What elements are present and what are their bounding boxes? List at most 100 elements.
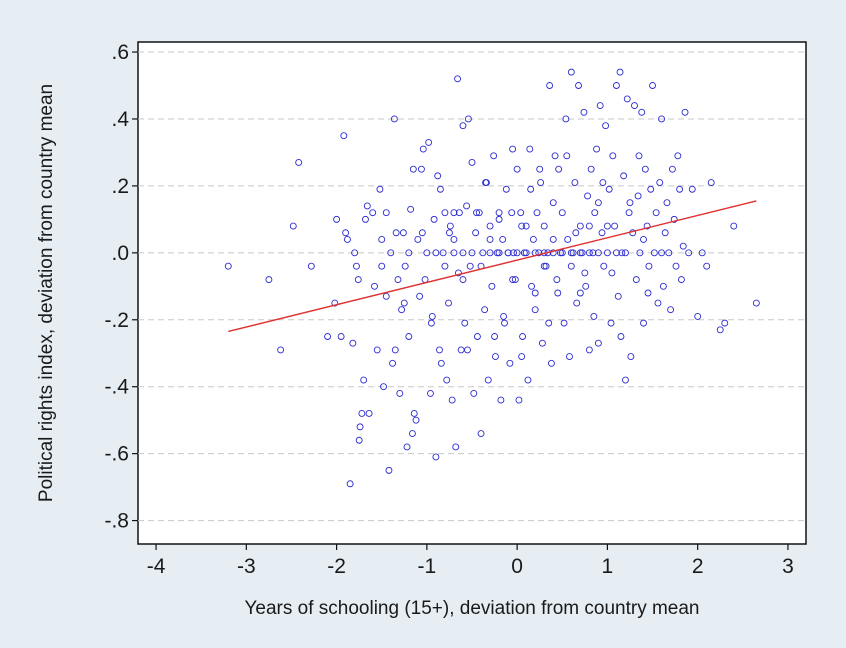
point-244 [464, 346, 471, 354]
point-51 [419, 145, 427, 153]
point-84 [479, 249, 487, 257]
point-24 [365, 410, 373, 417]
point-136 [571, 179, 579, 187]
point-79 [470, 389, 478, 397]
point-83 [477, 430, 485, 438]
point-11 [342, 229, 350, 237]
point-170 [632, 276, 640, 284]
point-115 [533, 209, 541, 217]
point-119 [540, 222, 548, 230]
point-218 [585, 249, 593, 257]
x-tick-label-3: -1 [418, 555, 437, 578]
point-199 [688, 185, 696, 193]
point-21 [360, 376, 368, 384]
point-207 [752, 299, 760, 307]
point-111 [526, 145, 534, 153]
point-223 [432, 249, 440, 257]
point-191 [670, 215, 678, 223]
point-202 [703, 262, 711, 270]
y-tick-label-2: .2 [111, 175, 129, 198]
point-229 [549, 236, 557, 243]
point-147 [591, 209, 599, 217]
point-149 [594, 339, 602, 347]
point-77 [466, 262, 474, 270]
point-270 [409, 165, 417, 173]
x-tick-label-6: 2 [692, 555, 704, 578]
point-60 [436, 346, 443, 354]
point-211 [522, 249, 530, 257]
point-179 [649, 82, 656, 89]
point-242 [450, 209, 458, 217]
point-55 [427, 389, 434, 397]
point-133 [566, 353, 573, 361]
point-54 [425, 138, 433, 146]
point-206 [730, 222, 738, 230]
point-27 [373, 346, 381, 354]
point-203 [707, 179, 715, 187]
point-33 [387, 249, 395, 257]
point-63 [441, 209, 449, 217]
point-234 [441, 262, 449, 270]
point-18 [355, 436, 363, 444]
point-255 [626, 199, 634, 207]
x-tick-label-7: 3 [782, 555, 794, 578]
point-96 [501, 319, 508, 327]
point-39 [398, 306, 406, 314]
point-10 [340, 132, 348, 140]
point-235 [405, 249, 413, 257]
point-156 [607, 319, 615, 327]
point-58 [432, 453, 440, 461]
point-220 [468, 249, 476, 257]
point-17 [354, 276, 362, 284]
point-113 [529, 236, 537, 243]
point-104 [513, 165, 521, 173]
point-67 [448, 396, 456, 404]
point-193 [674, 152, 682, 160]
fit-line [228, 200, 757, 333]
point-217 [576, 249, 584, 257]
point-180 [650, 249, 658, 257]
point-74 [461, 319, 469, 327]
point-114 [531, 306, 539, 314]
point-173 [638, 108, 646, 116]
point-95 [499, 236, 507, 243]
point-254 [482, 179, 489, 187]
point-49 [416, 292, 424, 300]
point-160 [614, 292, 622, 300]
point-131 [562, 115, 570, 123]
point-30 [380, 383, 387, 391]
point-123 [547, 359, 555, 367]
point-69 [452, 443, 460, 451]
point-177 [645, 262, 653, 270]
point-20 [358, 410, 366, 417]
point-88 [486, 222, 494, 230]
y-tick-label-3: .0 [111, 242, 129, 265]
point-174 [640, 319, 647, 327]
point-118 [538, 339, 546, 347]
point-176 [643, 222, 651, 230]
y-axis: .6 .4 .2 .0 -.2 -.4 -.6 -.8 [104, 41, 138, 533]
point-117 [537, 179, 545, 187]
point-226 [486, 236, 494, 243]
point-116 [535, 249, 543, 257]
point-76 [464, 115, 472, 123]
point-275 [594, 199, 602, 207]
point-189 [667, 306, 675, 314]
y-tick-label-0: .6 [111, 41, 129, 64]
point-227 [540, 262, 548, 270]
point-209 [495, 249, 503, 257]
point-1 [265, 276, 273, 284]
point-42 [403, 443, 411, 451]
point-43 [405, 333, 413, 340]
point-41 [401, 262, 409, 270]
x-axis: -4 -3 -2 -1 0 1 2 3 [147, 544, 794, 578]
point-247 [608, 269, 616, 277]
point-78 [468, 159, 476, 166]
point-132 [564, 236, 572, 243]
point-5 [307, 262, 315, 270]
point-153 [602, 122, 610, 130]
y-tick-label-6: -.6 [104, 443, 129, 466]
point-82 [475, 209, 483, 217]
point-245 [590, 312, 598, 320]
point-260 [427, 319, 435, 327]
